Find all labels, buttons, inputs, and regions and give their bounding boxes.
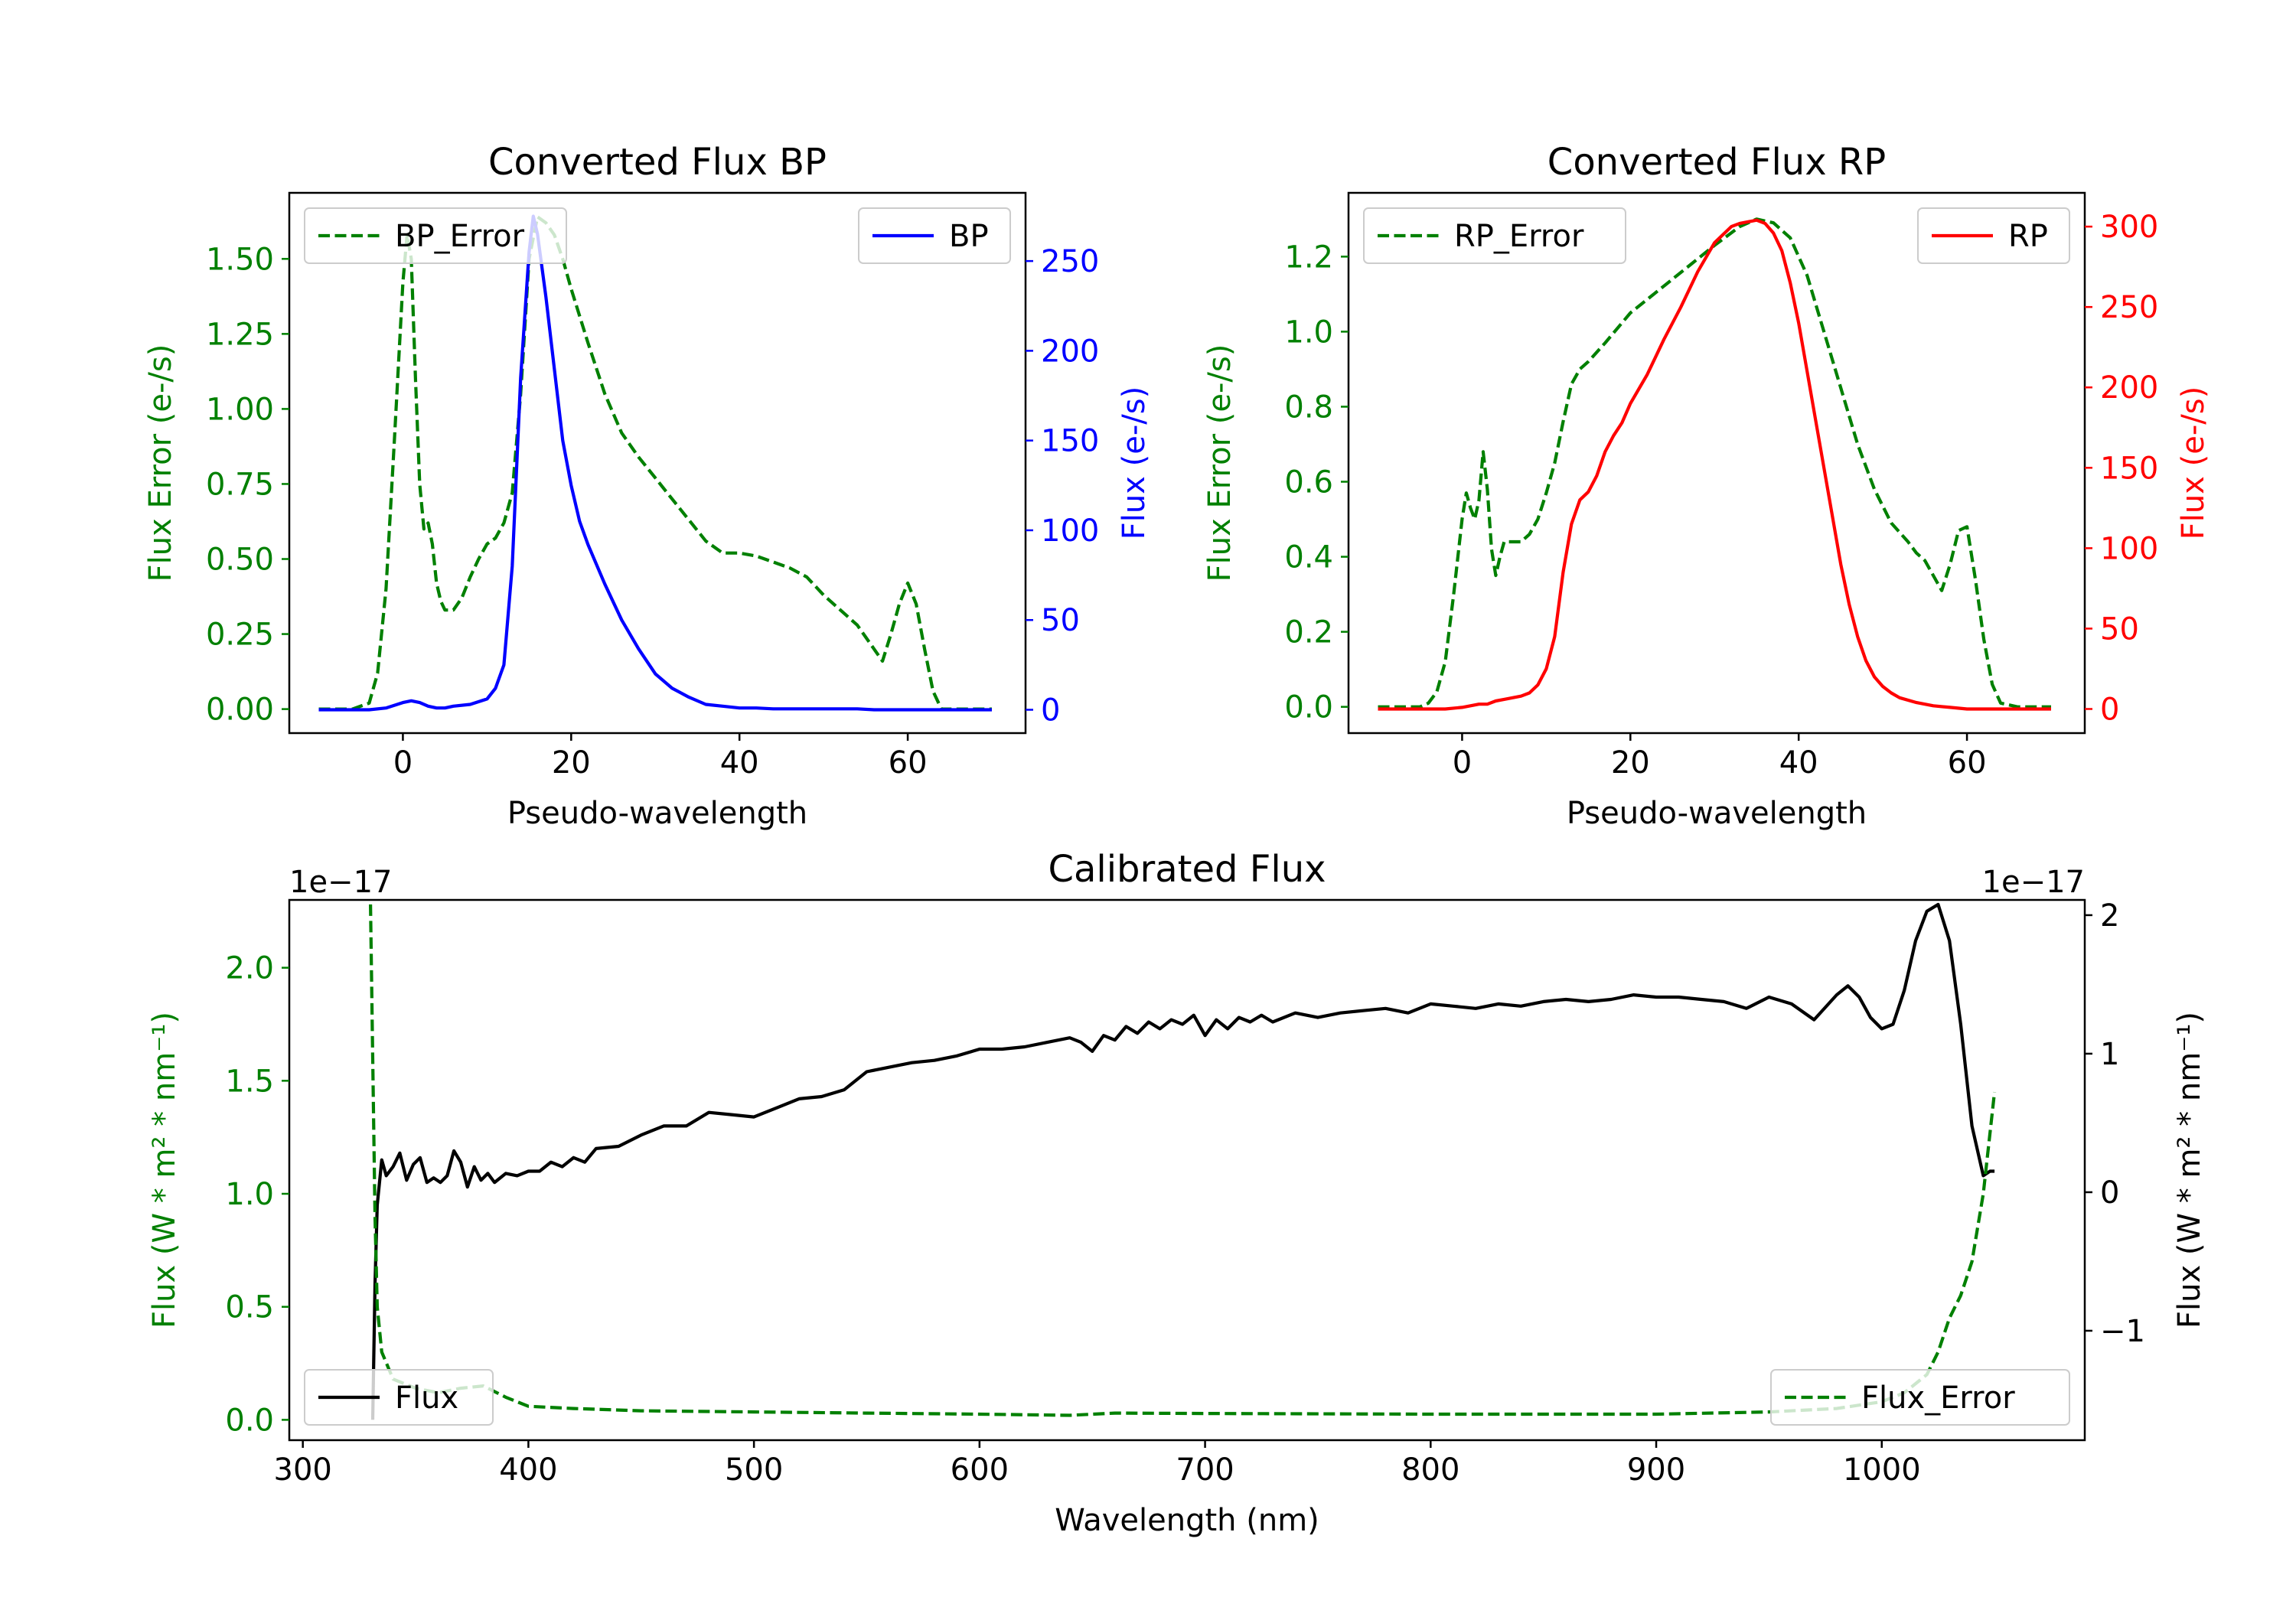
legend-flux-error: Flux_Error [1770,1369,2070,1426]
y-right-tick-label: 250 [2100,290,2158,325]
flux-series-line [370,902,1995,1420]
legend-label: Flux_Error [1861,1380,2015,1416]
y-right-tick-label: 0 [2100,692,2119,727]
y-right-axis-label: Flux (e-/s) [1117,386,1152,539]
x-tick-label: 600 [951,1452,1009,1488]
legend-box [304,207,567,264]
legend-box [1770,1369,2070,1426]
x-tick-label: 400 [499,1452,557,1488]
x-tick-label: 40 [1779,745,1818,781]
chart-title: Converted Flux BP [488,141,827,184]
y-right-tick-label: 150 [1041,424,1099,459]
y-left-tick-label: 0.5 [225,1290,274,1325]
y-right-tick-label: 250 [1041,244,1099,279]
y-right-tick-label: 200 [1041,334,1099,369]
y-right-tick-label: 0 [2100,1175,2119,1211]
y-left-tick-label: 1.25 [206,317,274,352]
y-right-tick-label: 50 [2100,611,2139,647]
y-right-tick-label: 2 [2100,898,2119,934]
y-left-tick-label: 0.75 [206,467,274,502]
y-left-tick-label: 1.2 [1284,240,1333,275]
x-tick-label: 500 [725,1452,783,1488]
legend-label: RP_Error [1454,219,1584,254]
y-left-tick-label: 0.25 [206,618,274,653]
x-tick-label: 20 [552,745,591,781]
x-tick-label: 0 [393,745,413,781]
x-tick-label: 60 [889,745,928,781]
axes-frame [288,191,1027,735]
x-tick-label: 800 [1401,1452,1459,1488]
y-left-tick-label: 0.0 [225,1403,274,1438]
y-right-tick-label: 0 [1041,693,1060,729]
x-tick-label: 300 [274,1452,332,1488]
chart-title: Calibrated Flux [1048,848,1326,891]
y-right-axis-label: Flux (W * m² * nm⁻¹) [2172,1012,2207,1328]
y-left-axis-label: Flux Error (e-/s) [1202,344,1238,582]
flux-error-series-line [1378,217,2051,709]
x-tick-label: 900 [1627,1452,1685,1488]
legend-label: BP [949,219,989,254]
y-left-tick-label: 0.4 [1284,540,1333,575]
x-tick-label: 20 [1611,745,1650,781]
y-left-axis-label: Flux Error (e-/s) [143,344,178,582]
y-right-tick-label: 50 [1041,603,1080,638]
legend-label: BP_Error [395,219,525,254]
legend-error: BP_Error [304,207,567,264]
x-axis-label: Wavelength (nm) [1055,1503,1319,1538]
legend-box [1917,207,2070,264]
y-left-tick-label: 0.0 [1284,690,1333,725]
axes-frame [1347,191,2086,735]
y-left-tick-label: 0.00 [206,693,274,728]
chart-panel-3: 300 400 500 600 700 800 900 1000 0.0 0.5 1.0 1.5 2.0… [147,848,2207,1538]
y-left-tick-label: 2.0 [225,951,274,986]
chart-panel-2: 0 20 40 60 0.0 0.2 0.4 0.6 0.8 1.0 1.2 0 50 100 150 200… [1202,141,2211,831]
y-left-tick-label: 0.8 [1284,390,1333,425]
flux-error-series-line [369,904,1997,1417]
x-tick-label: 0 [1453,745,1472,781]
legend-error: RP_Error [1363,207,1626,264]
legend-label: Flux [395,1380,458,1416]
y-left-tick-label: 1.50 [206,242,274,277]
legend-box [304,1369,494,1426]
y-right-tick-label: 150 [2100,451,2158,486]
y-left-axis-label: Flux (W * m² * nm⁻¹) [147,1012,182,1328]
x-tick-label: 700 [1176,1452,1234,1488]
legend-box [858,207,1011,264]
y-right-tick-label: 300 [2100,210,2158,245]
legend-flux: RP [1917,207,2070,264]
y-left-tick-label: 1.5 [225,1064,274,1099]
x-tick-label: 60 [1948,745,1987,781]
y-left-tick-label: 0.50 [206,543,274,578]
chart-panel-1: 0 20 40 60 0.00 0.25 0.50 0.75 1.00 1.25 1.50 0 50 10… [143,141,1152,831]
y-right-tick-label: 100 [2100,531,2158,566]
y-left-tick-label: 0.2 [1284,615,1333,650]
x-tick-label: 40 [720,745,759,781]
flux-series-line [318,214,992,712]
y-left-tick-label: 1.00 [206,392,274,427]
y-right-tick-label: 100 [1041,513,1099,549]
y-right-offset-label: 1e−17 [1982,865,2085,900]
x-axis-label: Pseudo-wavelength [1567,796,1867,831]
y-right-tick-label: 200 [2100,370,2158,406]
flux-error-series-line [318,215,992,711]
y-left-tick-label: 1.0 [1284,315,1333,350]
legend-label: RP [2008,219,2048,254]
legend-flux: Flux [304,1369,494,1426]
y-left-tick-label: 0.6 [1284,465,1333,500]
y-right-axis-label: Flux (e-/s) [2176,386,2211,539]
y-left-tick-label: 1.0 [225,1177,274,1212]
y-right-tick-label: −1 [2100,1314,2145,1349]
x-tick-label: 1000 [1843,1452,1921,1488]
y-right-tick-label: 1 [2100,1037,2119,1072]
x-axis-label: Pseudo-wavelength [507,796,807,831]
axes-frame [288,898,2086,1442]
flux-series-line [1378,218,2051,711]
legend-box [1363,207,1626,264]
chart-title: Converted Flux RP [1548,141,1886,184]
legend-flux: BP [858,207,1011,264]
y-left-offset-label: 1e−17 [289,865,392,900]
